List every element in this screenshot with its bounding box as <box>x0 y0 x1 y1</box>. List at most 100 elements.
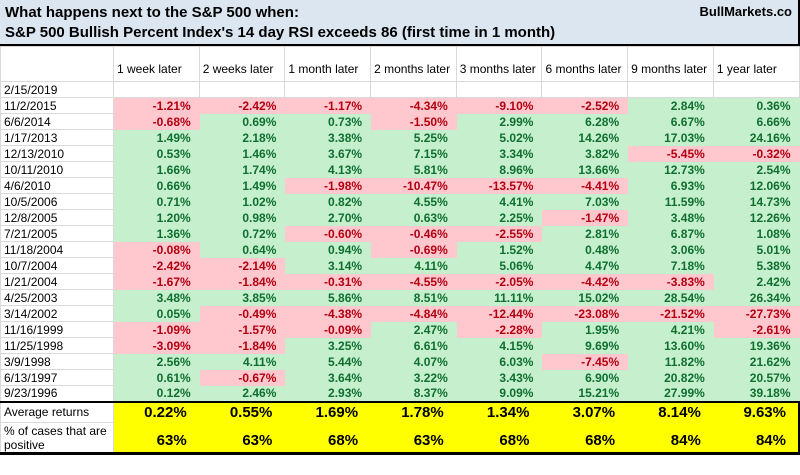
row-date: 10/11/2010 <box>0 161 114 178</box>
return-cell <box>113 81 200 98</box>
row-date: 4/25/2003 <box>0 289 114 306</box>
return-cell: 7.18% <box>627 257 714 274</box>
return-cell: 0.69% <box>198 113 286 130</box>
return-cell: 2.42% <box>712 273 800 290</box>
return-cell: -0.31% <box>284 273 372 290</box>
return-cell: 8.96% <box>455 161 543 178</box>
table-row: 10/5/2006 0.71% 1.02% 0.82% 4.55% 4.41% 7.03% 1… <box>0 193 800 210</box>
percent-positive-label: % of cases that are positive <box>0 422 114 455</box>
return-cell: 6.28% <box>541 113 629 130</box>
return-cell: 2.18% <box>198 129 286 146</box>
return-cell: 9.09% <box>455 385 543 402</box>
return-cell: 6.61% <box>370 337 457 354</box>
return-cell: 9.69% <box>541 337 629 354</box>
percent-positive-cell: 63% <box>370 422 457 455</box>
return-cell: 6.87% <box>627 225 714 242</box>
table-row: 11/18/2004 -0.08% 0.64% 0.94% -0.69% 1.52% 0.4… <box>0 241 800 258</box>
return-cell: -12.44% <box>455 305 543 322</box>
return-cell <box>284 81 372 98</box>
return-cell: 5.38% <box>712 257 800 274</box>
returns-table: 1 week later 2 weeks later 1 month later 2 … <box>0 46 800 455</box>
corner-cell <box>0 46 114 82</box>
return-cell: -0.60% <box>284 225 372 242</box>
return-cell: -0.68% <box>113 113 200 130</box>
return-cell: 6.93% <box>627 177 714 194</box>
return-cell: -10.47% <box>370 177 457 194</box>
return-cell: -2.52% <box>541 97 629 114</box>
return-cell: 6.90% <box>541 369 629 386</box>
return-cell: -0.09% <box>284 321 372 338</box>
return-cell: -1.50% <box>370 113 457 130</box>
return-cell: 4.21% <box>627 321 714 338</box>
column-header-row: 1 week later 2 weeks later 1 month later 2 … <box>0 46 800 82</box>
return-cell: 4.15% <box>455 337 543 354</box>
row-date: 3/9/1998 <box>0 353 114 370</box>
return-cell: -13.57% <box>455 177 543 194</box>
row-date: 10/7/2004 <box>0 257 114 274</box>
return-cell: 1.74% <box>198 161 286 178</box>
return-cell: -2.61% <box>712 321 800 338</box>
return-cell: 1.08% <box>712 225 800 242</box>
row-date: 11/2/2015 <box>0 97 114 114</box>
row-date: 11/16/1999 <box>0 321 114 338</box>
row-date: 11/25/1998 <box>0 337 114 354</box>
return-cell: -4.34% <box>370 97 457 114</box>
return-cell: 5.81% <box>370 161 457 178</box>
column-header: 9 months later <box>627 46 714 82</box>
return-cell: 1.95% <box>541 321 629 338</box>
return-cell: 3.22% <box>370 369 457 386</box>
title-block: What happens next to the S&P 500 when: S… <box>0 0 800 46</box>
return-cell: 11.59% <box>627 193 714 210</box>
return-cell: 1.36% <box>113 225 200 242</box>
return-cell: 2.56% <box>113 353 200 370</box>
average-return-cell: 0.22% <box>113 400 200 423</box>
return-cell: -9.10% <box>455 97 543 114</box>
return-cell: -0.69% <box>370 241 457 258</box>
table-row: 3/9/1998 2.56% 4.11% 5.44% 4.07% 6.03% -7.45% 1… <box>0 353 800 370</box>
return-cell: 2.25% <box>455 209 543 226</box>
return-cell <box>712 81 800 98</box>
return-cell: 3.38% <box>284 129 372 146</box>
return-cell: -1.84% <box>198 337 286 354</box>
column-header: 2 weeks later <box>198 46 286 82</box>
average-return-cell: 0.55% <box>198 400 286 423</box>
page-subtitle: S&P 500 Bullish Percent Index's 14 day R… <box>5 24 556 41</box>
return-cell: 3.06% <box>627 241 714 258</box>
return-cell: 12.06% <box>712 177 800 194</box>
return-cell: -1.57% <box>198 321 286 338</box>
percent-positive-cell: 63% <box>198 422 286 455</box>
return-cell: -4.84% <box>370 305 457 322</box>
return-cell: 2.46% <box>198 385 286 402</box>
average-return-cell: 8.14% <box>627 400 714 423</box>
return-cell: 4.47% <box>541 257 629 274</box>
return-cell: 39.18% <box>712 385 800 402</box>
return-cell: 2.54% <box>712 161 800 178</box>
average-return-cell: 1.34% <box>455 400 543 423</box>
return-cell: 5.06% <box>455 257 543 274</box>
return-cell: 13.66% <box>541 161 629 178</box>
return-cell: -0.08% <box>113 241 200 258</box>
return-cell: 28.54% <box>627 289 714 306</box>
return-cell: 4.11% <box>370 257 457 274</box>
brand-label: BullMarkets.co <box>699 4 792 19</box>
return-cell: -4.41% <box>541 177 629 194</box>
return-cell: 1.52% <box>455 241 543 258</box>
percent-positive-cell: 68% <box>541 422 629 455</box>
return-cell: 0.64% <box>198 241 286 258</box>
row-date: 6/6/2014 <box>0 113 114 130</box>
average-returns-label: Average returns <box>0 400 114 423</box>
return-cell: 2.84% <box>627 97 714 114</box>
return-cell: 8.37% <box>370 385 457 402</box>
return-cell: 2.99% <box>455 113 543 130</box>
return-cell: 2.70% <box>284 209 372 226</box>
return-cell: 6.66% <box>712 113 800 130</box>
percent-positive-cell: 84% <box>712 422 800 455</box>
return-cell: 15.21% <box>541 385 629 402</box>
return-cell: 5.44% <box>284 353 372 370</box>
return-cell <box>541 81 629 98</box>
return-cell: 1.49% <box>198 177 286 194</box>
return-cell: 5.25% <box>370 129 457 146</box>
return-cell: 3.67% <box>284 145 372 162</box>
return-cell: 20.82% <box>627 369 714 386</box>
return-cell: -1.09% <box>113 321 200 338</box>
